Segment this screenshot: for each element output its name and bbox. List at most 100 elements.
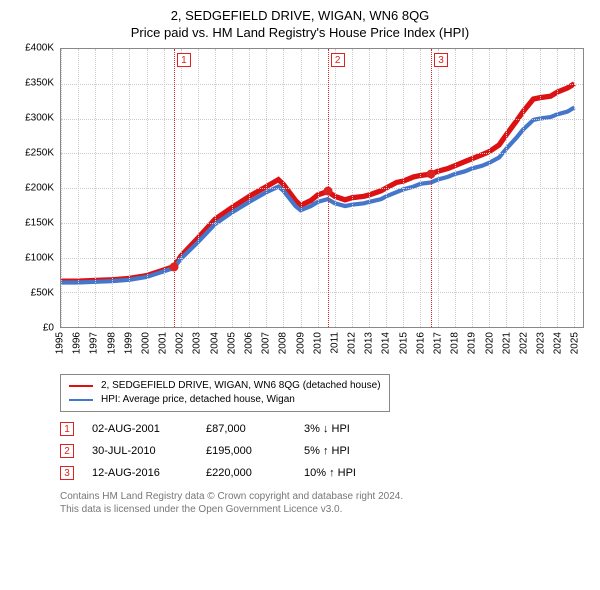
marker-dot — [427, 170, 436, 179]
legend-label: 2, SEDGEFIELD DRIVE, WIGAN, WN6 8QG (det… — [101, 379, 381, 393]
gridline-v — [249, 49, 250, 327]
chart-container: 2, SEDGEFIELD DRIVE, WIGAN, WN6 8QG Pric… — [0, 0, 600, 590]
marker-dot — [169, 262, 178, 271]
x-tick-label: 2016 — [415, 332, 426, 354]
x-tick-label: 2019 — [467, 332, 478, 354]
gridline-v — [335, 49, 336, 327]
gridline-v — [301, 49, 302, 327]
marker-line — [431, 49, 432, 327]
title-block: 2, SEDGEFIELD DRIVE, WIGAN, WN6 8QG Pric… — [12, 8, 588, 40]
x-axis: 1995199619971998199920002001200220032004… — [60, 332, 584, 368]
gridline-v — [78, 49, 79, 327]
x-tick-label: 2012 — [347, 332, 358, 354]
legend-swatch — [69, 399, 93, 401]
event-date: 12-AUG-2016 — [92, 467, 188, 479]
event-date: 02-AUG-2001 — [92, 423, 188, 435]
gridline-v — [164, 49, 165, 327]
y-tick-label: £300K — [25, 113, 54, 124]
gridline-v — [540, 49, 541, 327]
y-tick-label: £200K — [25, 183, 54, 194]
legend-swatch — [69, 385, 93, 387]
x-tick-label: 2014 — [381, 332, 392, 354]
chart-subtitle: Price paid vs. HM Land Registry's House … — [12, 25, 588, 40]
gridline-v — [318, 49, 319, 327]
x-tick-label: 2020 — [484, 332, 495, 354]
x-tick-label: 2009 — [295, 332, 306, 354]
x-tick-label: 2024 — [553, 332, 564, 354]
gridline-v — [61, 49, 62, 327]
marker-box: 1 — [177, 53, 191, 67]
gridline-h — [61, 153, 583, 154]
event-row: 102-AUG-2001£87,0003% ↓ HPI — [60, 422, 588, 436]
footer: Contains HM Land Registry data © Crown c… — [60, 490, 588, 516]
x-tick-label: 1995 — [55, 332, 66, 354]
footer-line-2: This data is licensed under the Open Gov… — [60, 503, 588, 516]
x-tick-label: 2011 — [329, 332, 340, 354]
gridline-v — [489, 49, 490, 327]
events-table: 102-AUG-2001£87,0003% ↓ HPI230-JUL-2010£… — [60, 422, 588, 480]
x-tick-label: 2001 — [158, 332, 169, 354]
x-tick-label: 2004 — [209, 332, 220, 354]
event-marker-box: 3 — [60, 466, 74, 480]
gridline-v — [557, 49, 558, 327]
event-row: 230-JUL-2010£195,0005% ↑ HPI — [60, 444, 588, 458]
gridline-h — [61, 119, 583, 120]
gridline-h — [61, 258, 583, 259]
event-diff: 5% ↑ HPI — [304, 445, 394, 457]
gridline-v — [232, 49, 233, 327]
x-tick-label: 2005 — [226, 332, 237, 354]
gridline-v — [352, 49, 353, 327]
event-marker-box: 1 — [60, 422, 74, 436]
x-tick-label: 2021 — [501, 332, 512, 354]
x-tick-label: 2013 — [364, 332, 375, 354]
x-tick-label: 2002 — [175, 332, 186, 354]
marker-line — [174, 49, 175, 327]
event-diff: 10% ↑ HPI — [304, 467, 394, 479]
y-tick-label: £250K — [25, 148, 54, 159]
gridline-v — [574, 49, 575, 327]
marker-dot — [323, 187, 332, 196]
y-tick-label: £50K — [31, 288, 54, 299]
event-date: 30-JUL-2010 — [92, 445, 188, 457]
gridline-h — [61, 223, 583, 224]
legend-item: 2, SEDGEFIELD DRIVE, WIGAN, WN6 8QG (det… — [69, 379, 381, 393]
y-tick-label: £350K — [25, 78, 54, 89]
x-tick-label: 2017 — [432, 332, 443, 354]
y-tick-label: £400K — [25, 43, 54, 54]
gridline-v — [386, 49, 387, 327]
gridline-v — [523, 49, 524, 327]
x-tick-label: 2015 — [398, 332, 409, 354]
x-tick-label: 2018 — [450, 332, 461, 354]
x-tick-label: 2022 — [518, 332, 529, 354]
gridline-v — [112, 49, 113, 327]
gridline-h — [61, 84, 583, 85]
y-axis: £0£50K£100K£150K£200K£250K£300K£350K£400… — [12, 48, 56, 328]
chart-title: 2, SEDGEFIELD DRIVE, WIGAN, WN6 8QG — [12, 8, 588, 23]
y-tick-label: £0 — [43, 323, 54, 334]
marker-box: 2 — [331, 53, 345, 67]
event-price: £195,000 — [206, 445, 286, 457]
x-tick-label: 2025 — [570, 332, 581, 354]
gridline-v — [147, 49, 148, 327]
gridline-v — [472, 49, 473, 327]
gridline-v — [438, 49, 439, 327]
gridline-v — [420, 49, 421, 327]
x-tick-label: 2003 — [192, 332, 203, 354]
gridline-h — [61, 188, 583, 189]
gridline-v — [455, 49, 456, 327]
legend: 2, SEDGEFIELD DRIVE, WIGAN, WN6 8QG (det… — [60, 374, 390, 412]
x-tick-label: 1998 — [106, 332, 117, 354]
gridline-v — [95, 49, 96, 327]
gridline-v — [283, 49, 284, 327]
x-tick-label: 2023 — [536, 332, 547, 354]
x-tick-label: 1999 — [123, 332, 134, 354]
gridline-h — [61, 292, 583, 293]
event-price: £220,000 — [206, 467, 286, 479]
chart-area: £0£50K£100K£150K£200K£250K£300K£350K£400… — [12, 48, 588, 368]
x-tick-label: 1997 — [89, 332, 100, 354]
y-tick-label: £100K — [25, 253, 54, 264]
gridline-v — [266, 49, 267, 327]
gridline-v — [129, 49, 130, 327]
x-tick-label: 2007 — [261, 332, 272, 354]
gridline-v — [181, 49, 182, 327]
